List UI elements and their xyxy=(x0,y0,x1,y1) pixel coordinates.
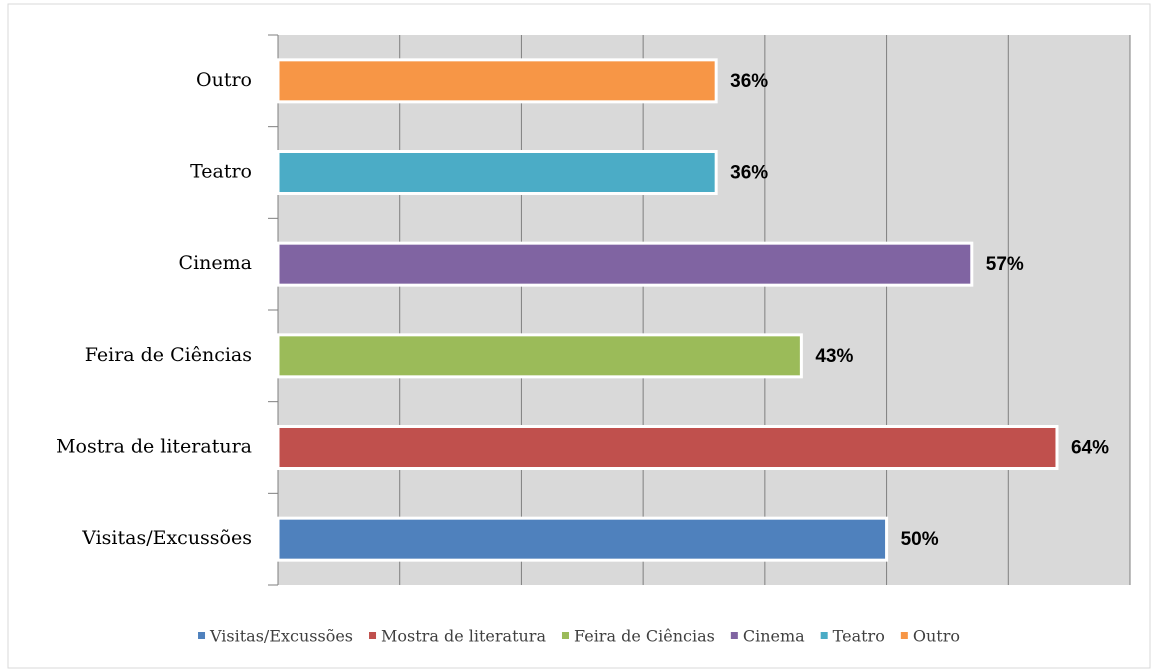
bar xyxy=(276,333,803,379)
legend-swatch xyxy=(900,632,908,639)
legend-swatch xyxy=(820,632,828,639)
legend-swatch xyxy=(369,632,377,639)
y-tick-label: Visitas/Excussões xyxy=(81,527,252,549)
legend-label: Cinema xyxy=(743,627,805,646)
data-label: 36% xyxy=(730,71,768,92)
legend-swatch xyxy=(730,632,738,639)
bar xyxy=(276,425,1059,470)
bar xyxy=(276,58,718,104)
data-label: 36% xyxy=(730,163,768,184)
legend-label: Outro xyxy=(913,627,960,646)
legend-label: Teatro xyxy=(833,627,885,646)
data-label: 64% xyxy=(1071,438,1109,459)
bar xyxy=(276,241,974,287)
data-label: 50% xyxy=(901,529,939,550)
legend: Visitas/Excussões Mostra de literatura Fei… xyxy=(198,627,960,646)
y-tick-label: Feira de Ciências xyxy=(85,344,252,366)
plot-area xyxy=(278,35,1130,585)
legend-label: Mostra de literatura xyxy=(381,627,546,646)
legend-label: Visitas/Excussões xyxy=(209,627,353,646)
bar xyxy=(276,150,718,195)
data-label: 43% xyxy=(815,346,853,367)
bar xyxy=(276,516,889,562)
legend-swatch xyxy=(561,632,569,639)
data-label: 57% xyxy=(986,254,1024,275)
y-tick-label: Outro xyxy=(196,69,252,91)
legend-label: Feira de Ciências xyxy=(574,627,715,646)
y-tick-label: Mostra de literatura xyxy=(56,436,252,458)
y-tick-label: Teatro xyxy=(190,161,252,183)
y-tick-label: Cinema xyxy=(179,252,252,274)
legend-swatch xyxy=(198,632,206,639)
